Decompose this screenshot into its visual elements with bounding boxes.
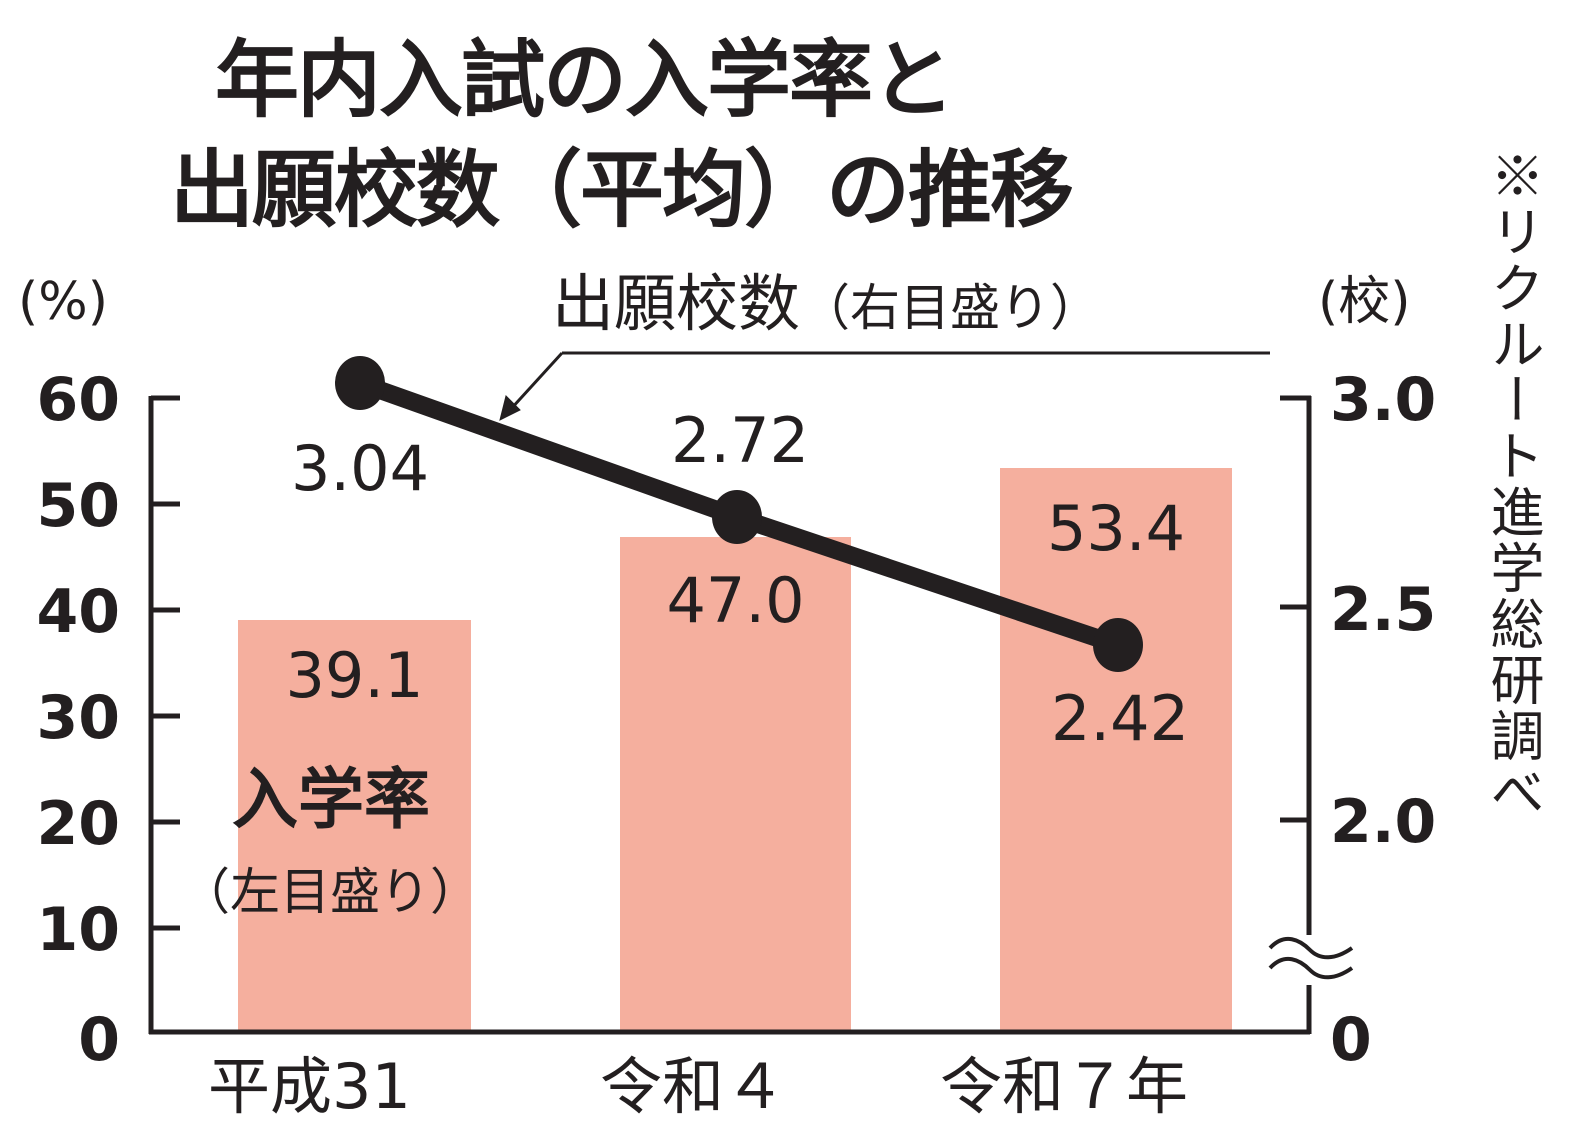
line-value-heisei31: 3.04 <box>290 432 430 505</box>
chart-title-line2: 出願校数（平均）の推移 <box>170 141 1074 239</box>
right-tick-0: 0 <box>1330 1005 1372 1075</box>
source-note: ※リクルート進学総研調べ <box>1481 148 1544 820</box>
left-axis <box>148 395 1310 1035</box>
bar-series-sublabel: （左目盛り） <box>180 863 480 921</box>
left-tick-0: 0 <box>78 1005 120 1075</box>
line-series-legend: 出願校数（右目盛り） <box>552 272 1100 338</box>
bar-value-heisei31: 39.1 <box>285 639 424 712</box>
right-axis-unit: (校) <box>1318 272 1411 332</box>
x-label-heisei31: 平成31 <box>208 1050 411 1123</box>
bar-reiwa4 <box>620 537 851 1034</box>
left-tick-50: 50 <box>36 471 121 541</box>
line-series-sublabel: （右目盛り） <box>800 279 1101 337</box>
chart-title-line1: 年内入試の入学率と <box>215 31 955 129</box>
bar-series-label: 入学率 <box>232 761 430 838</box>
line-point-reiwa7 <box>1093 618 1143 672</box>
legend-leader-arrow <box>499 351 1270 421</box>
right-tick-3-0: 3.0 <box>1330 365 1437 435</box>
left-tick-10: 10 <box>36 895 121 965</box>
right-axis <box>1280 395 1312 1034</box>
left-axis-unit: (%) <box>18 272 108 332</box>
line-point-reiwa4 <box>712 490 762 544</box>
right-tick-2-0: 2.0 <box>1330 787 1437 857</box>
left-tick-20: 20 <box>36 789 121 859</box>
bar-reiwa7 <box>1000 468 1232 1034</box>
line-value-reiwa7: 2.42 <box>1050 682 1190 755</box>
x-label-reiwa4: 令和４ <box>600 1050 787 1123</box>
bar-value-reiwa4: 47.0 <box>666 564 805 637</box>
line-series-label: 出願校数 <box>552 267 801 340</box>
line-value-reiwa4: 2.72 <box>670 404 810 477</box>
x-label-reiwa7: 令和７年 <box>940 1050 1189 1123</box>
bar-heisei31 <box>238 620 471 1034</box>
right-tick-2-5: 2.5 <box>1330 575 1437 645</box>
left-tick-60: 60 <box>36 365 121 435</box>
line-point-heisei31 <box>335 356 385 410</box>
axis-break-icon <box>1268 936 1354 980</box>
bar-value-reiwa7: 53.4 <box>1046 492 1186 565</box>
left-tick-40: 40 <box>36 577 121 647</box>
left-tick-30: 30 <box>36 683 121 753</box>
